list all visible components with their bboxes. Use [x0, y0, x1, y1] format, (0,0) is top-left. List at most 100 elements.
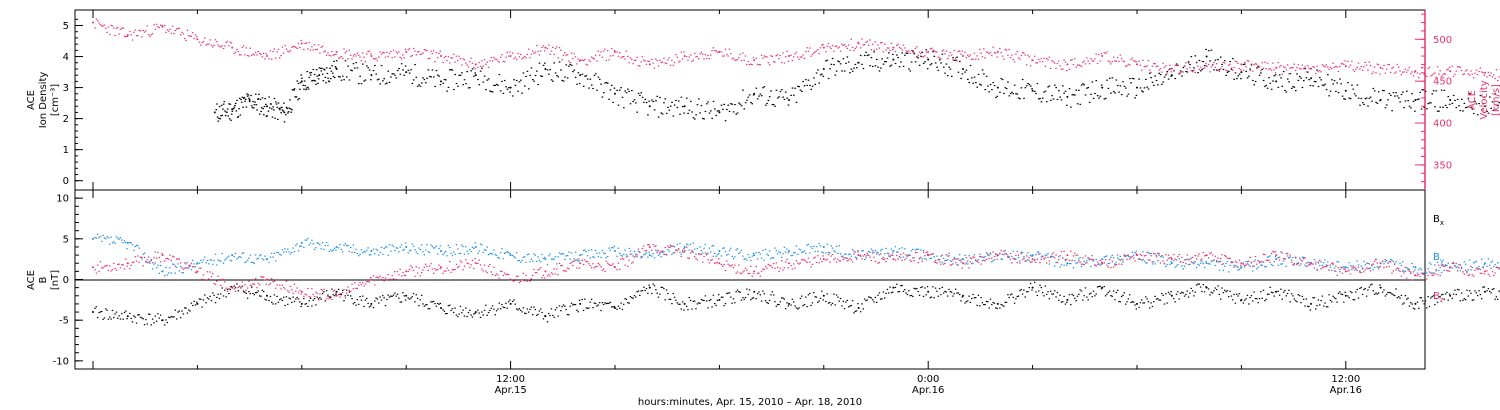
density-sample [1187, 61, 1190, 63]
density-sample [631, 89, 633, 92]
density-sample [1467, 98, 1470, 100]
density-sample [435, 70, 438, 72]
by-sample [390, 250, 392, 252]
by-sample [149, 260, 151, 263]
velocity-sample [1131, 57, 1134, 59]
velocity-sample [418, 50, 420, 53]
velocity-sample [422, 52, 424, 54]
density-sample [768, 96, 771, 98]
density-sample [436, 74, 439, 76]
density-sample [909, 70, 912, 72]
by-sample [221, 252, 223, 254]
velocity-sample [1475, 69, 1478, 71]
density-sample [314, 80, 317, 82]
velocity-sample [1265, 68, 1267, 70]
by-sample [155, 267, 158, 269]
velocity-sample [1260, 70, 1262, 72]
velocity-sample [817, 49, 819, 51]
density-sample [1498, 102, 1500, 104]
velocity-sample [783, 62, 786, 64]
density-sample [569, 63, 572, 66]
density-sample [697, 98, 700, 100]
density-sample [1398, 97, 1400, 99]
velocity-sample [481, 60, 483, 62]
by-sample [257, 257, 260, 260]
density-sample [1317, 85, 1320, 88]
density-sample [624, 90, 626, 92]
velocity-sample [196, 36, 198, 38]
density-sample [289, 99, 291, 101]
density-sample [637, 92, 640, 95]
velocity-sample [778, 58, 780, 60]
velocity-sample [993, 52, 996, 54]
velocity-sample [830, 47, 832, 50]
density-sample [1464, 107, 1467, 109]
by-sample [246, 259, 249, 261]
density-sample [498, 74, 501, 76]
velocity-sample [129, 30, 131, 33]
density-sample [1048, 85, 1051, 87]
density-sample [1199, 70, 1202, 72]
velocity-sample [324, 50, 326, 52]
density-sample [560, 69, 562, 71]
density-sample [612, 101, 614, 103]
density-sample [794, 87, 796, 89]
density-sample [1203, 64, 1206, 67]
velocity-sample [847, 44, 850, 46]
velocity-sample [110, 24, 112, 27]
density-sample [1258, 74, 1261, 76]
velocity-sample [180, 34, 182, 36]
velocity-point [1484, 71, 1486, 74]
density-sample [1245, 70, 1248, 72]
velocity-point [614, 50, 616, 53]
density-sample [811, 85, 814, 87]
density-sample [1335, 90, 1337, 93]
density-sample [1343, 98, 1345, 100]
density-sample [1268, 77, 1270, 79]
velocity-point [1414, 70, 1417, 73]
velocity-sample [340, 55, 343, 58]
by-sample [105, 238, 107, 240]
velocity-sample [141, 36, 143, 38]
velocity-sample [1351, 60, 1353, 62]
density-sample [1466, 106, 1468, 108]
density-sample [1339, 78, 1341, 80]
velocity-sample [443, 56, 446, 59]
velocity-sample [171, 25, 174, 27]
velocity-sample [1142, 59, 1144, 61]
density-sample [455, 82, 458, 85]
velocity-sample [1313, 66, 1316, 68]
density-sample [793, 94, 795, 96]
density-sample [228, 118, 231, 120]
density-sample [1230, 68, 1233, 70]
by-sample [222, 262, 225, 264]
density-sample [616, 89, 618, 92]
density-sample [313, 73, 316, 76]
velocity-sample [549, 53, 551, 55]
velocity-sample [114, 34, 116, 37]
density-sample [295, 96, 298, 98]
by-sample [358, 255, 360, 257]
velocity-sample [218, 45, 221, 47]
density-sample [1175, 63, 1178, 65]
density-sample [391, 73, 394, 75]
density-sample [234, 102, 237, 104]
density-sample [459, 74, 462, 76]
velocity-sample [1146, 65, 1148, 67]
velocity-sample [1068, 68, 1071, 71]
velocity-sample [965, 57, 968, 59]
velocity-sample [161, 24, 163, 27]
density-sample [220, 104, 223, 106]
density-sample [451, 69, 454, 71]
density-sample [491, 91, 494, 93]
density-sample [532, 79, 534, 81]
density-sample [256, 109, 258, 111]
by-sample [367, 247, 369, 249]
density-sample [581, 73, 584, 75]
velocity-sample [628, 62, 630, 64]
density-point [544, 67, 547, 70]
velocity-sample [878, 47, 881, 49]
density-sample [530, 67, 533, 69]
velocity-sample [894, 50, 897, 53]
velocity-sample [720, 51, 723, 53]
